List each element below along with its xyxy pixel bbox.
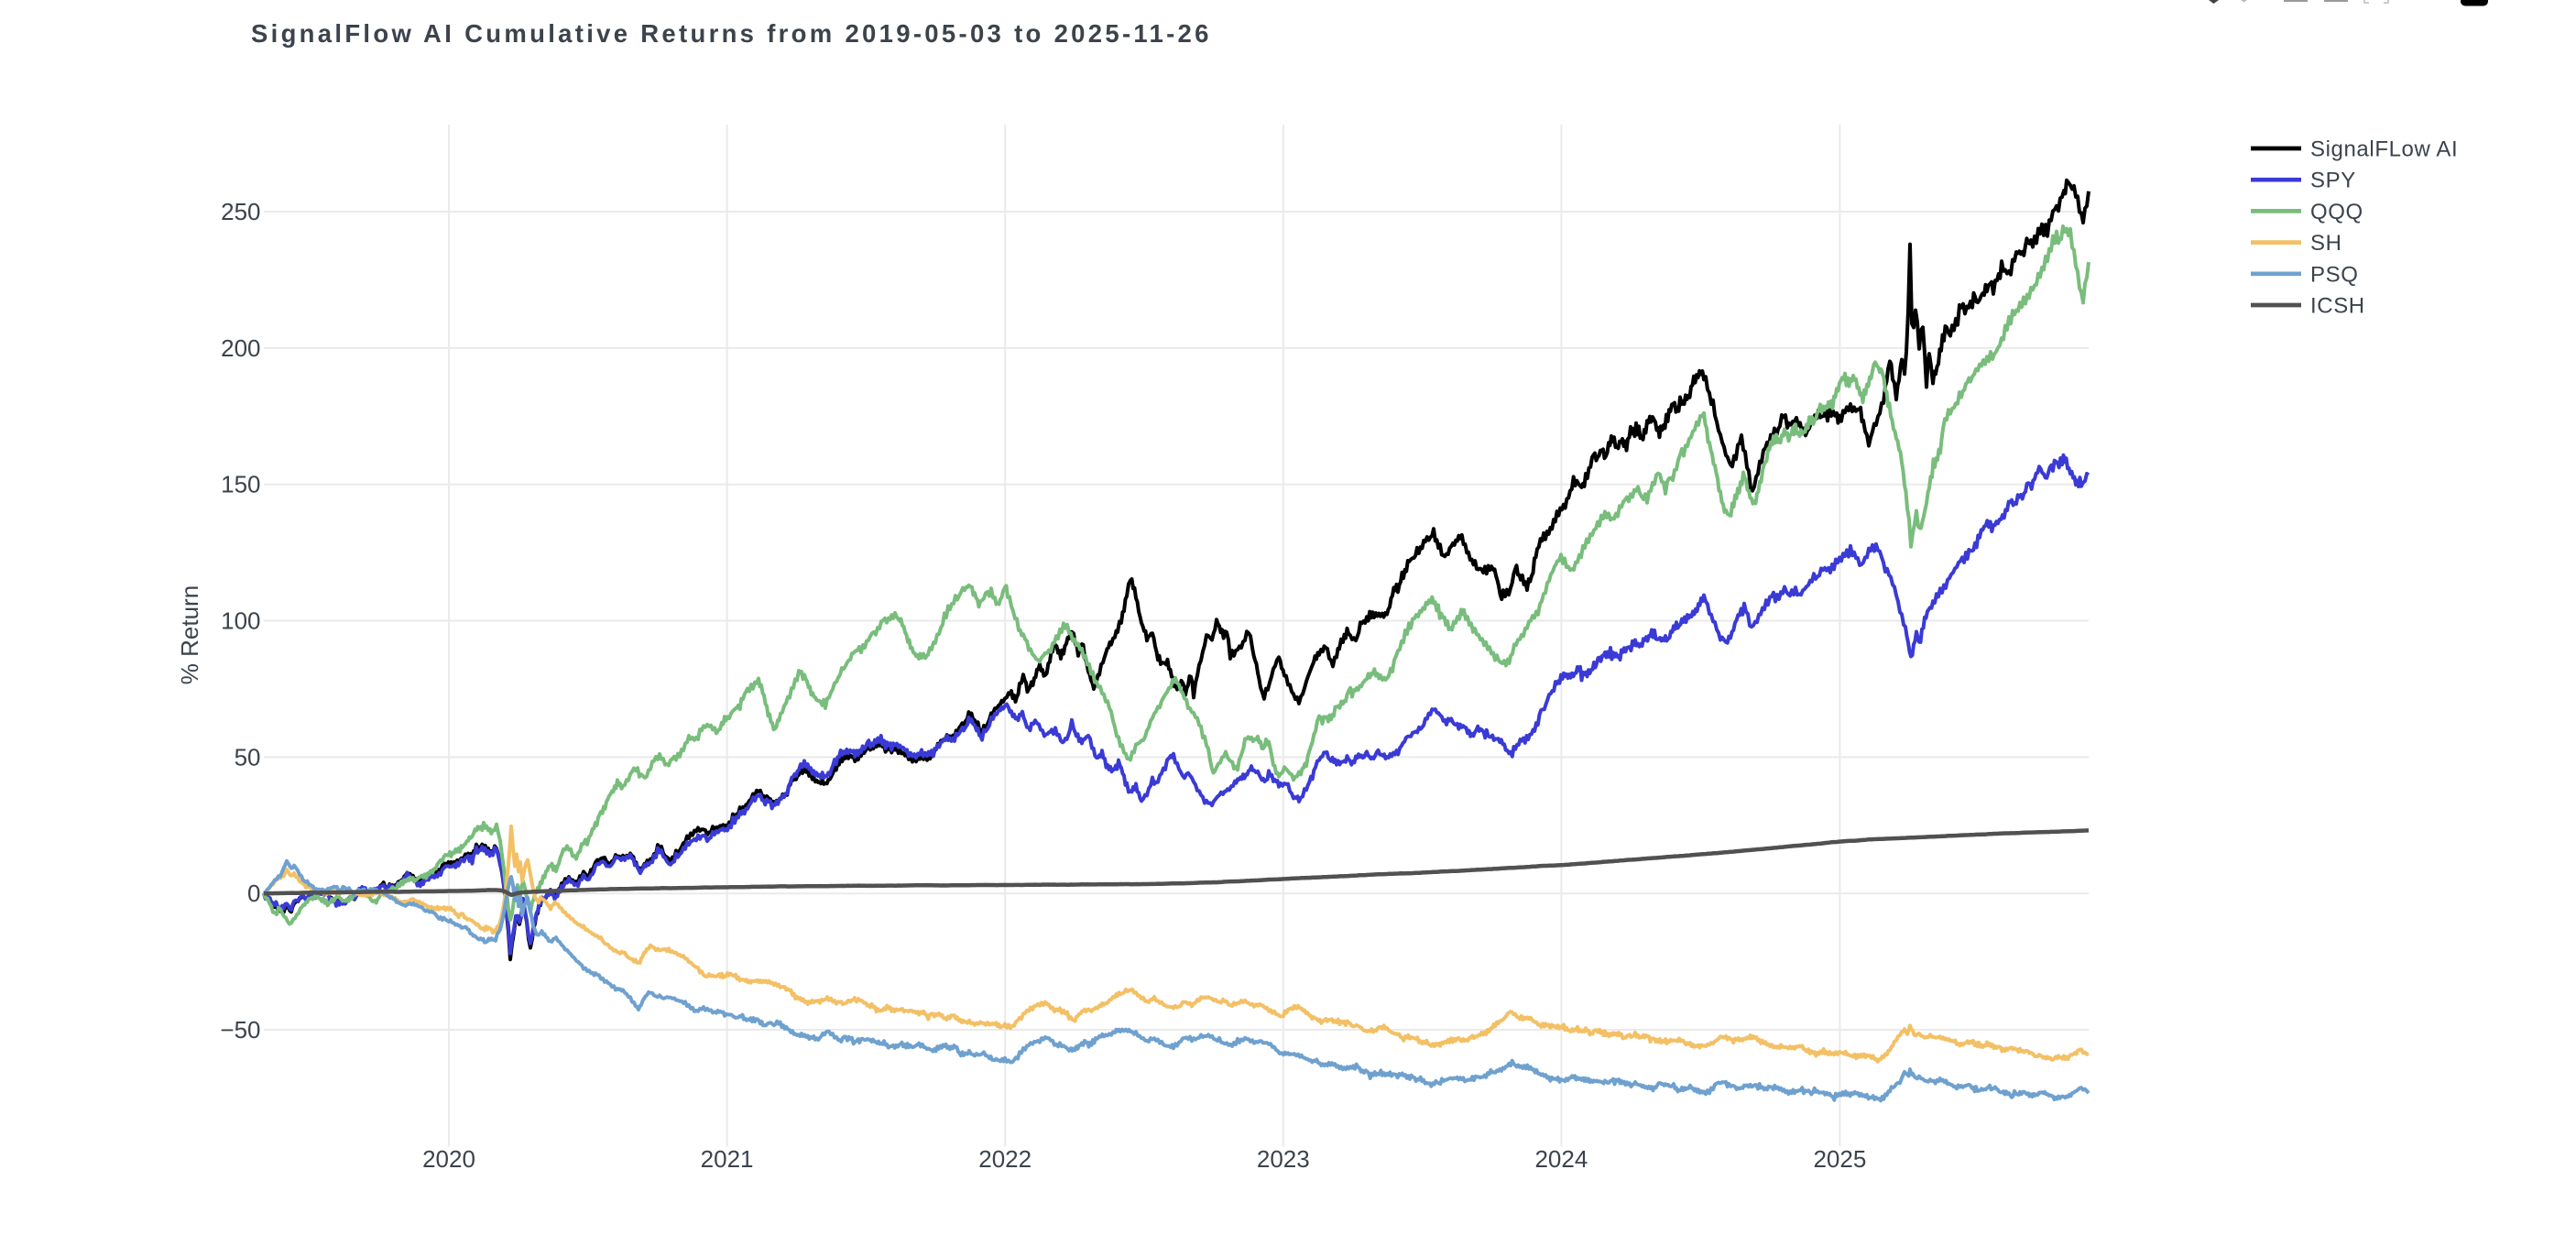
- svg-text:2024: 2024: [1534, 1145, 1588, 1173]
- svg-text:−50: −50: [220, 1016, 260, 1044]
- svg-text:PSQ: PSQ: [2310, 262, 2358, 287]
- svg-text:SH: SH: [2310, 231, 2342, 256]
- svg-text:50: 50: [235, 743, 261, 771]
- svg-text:2023: 2023: [1257, 1145, 1310, 1173]
- svg-text:200: 200: [221, 334, 260, 362]
- svg-text:SPY: SPY: [2310, 169, 2356, 193]
- svg-text:0: 0: [247, 880, 260, 907]
- svg-text:2025: 2025: [1813, 1145, 1866, 1173]
- svg-text:ICSH: ICSH: [2310, 294, 2365, 319]
- svg-text:150: 150: [221, 471, 260, 498]
- svg-text:% Return: % Return: [176, 585, 203, 684]
- svg-text:250: 250: [221, 198, 260, 225]
- svg-text:2020: 2020: [422, 1145, 475, 1173]
- svg-text:2021: 2021: [701, 1145, 754, 1173]
- svg-text:SignalFlow AI Cumulative Retur: SignalFlow AI Cumulative Returns from 20…: [251, 19, 1212, 48]
- svg-text:2022: 2022: [978, 1145, 1031, 1173]
- svg-text:QQQ: QQQ: [2310, 200, 2363, 224]
- svg-text:SignalFLow AI: SignalFLow AI: [2310, 137, 2458, 162]
- svg-text:100: 100: [221, 607, 260, 635]
